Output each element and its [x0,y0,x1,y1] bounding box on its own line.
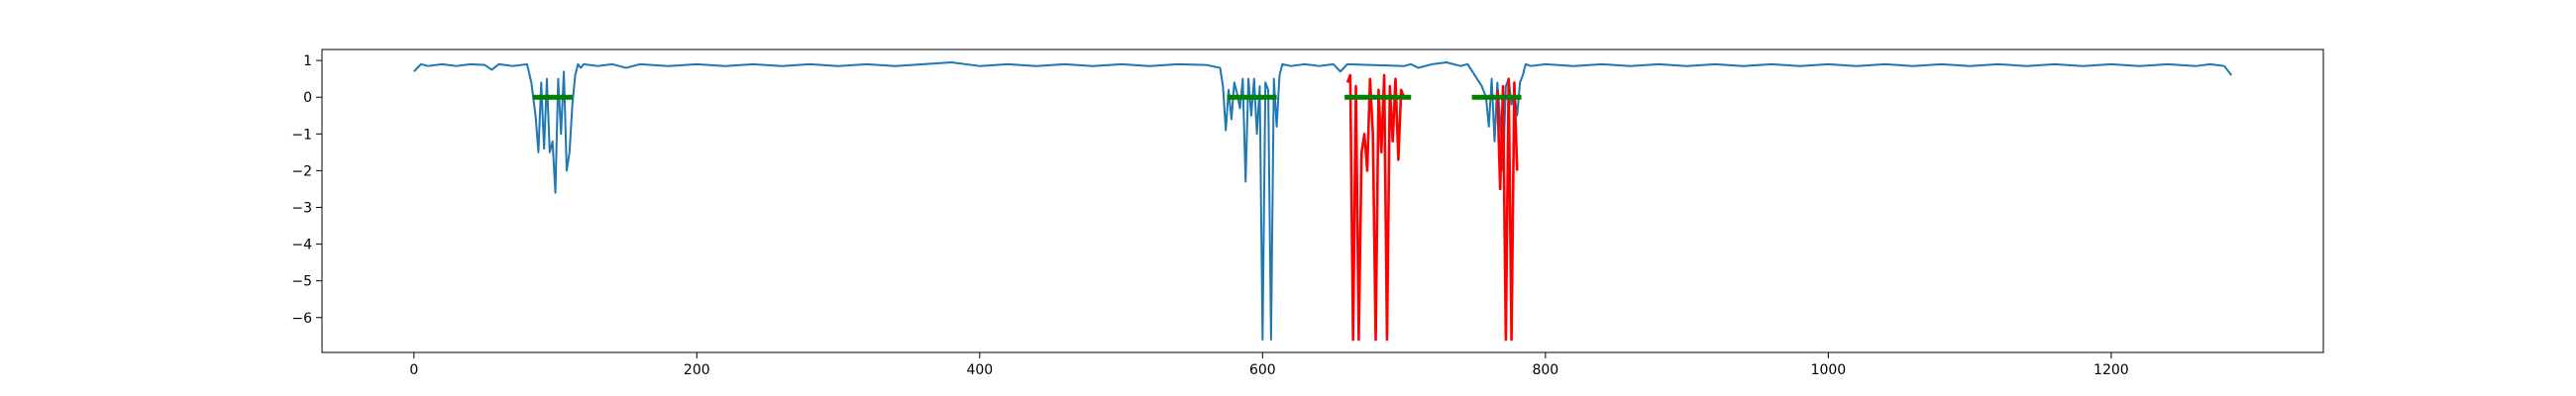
x-tick-label-0: 0 [409,362,418,378]
x-tick-label-5: 1000 [1811,362,1847,378]
x-tick-label-3: 600 [1249,362,1276,378]
y-tick-label-2: −1 [291,127,312,143]
y-tick-label-3: −2 [291,163,312,179]
y-tick-label-5: −4 [291,238,312,253]
plot-background [322,50,2323,352]
y-tick-label-7: −6 [291,311,312,327]
x-tick-label-4: 800 [1532,362,1558,378]
series-2-line [1496,77,1519,342]
y-tick-label-1: 0 [303,90,312,106]
y-tick-label-4: −3 [291,200,312,216]
plot-area [322,50,2323,352]
x-tick-label-6: 1200 [2093,362,2129,378]
axes-layer: 0 200 400 600 800 1000 1200 1 0 −1 −2 −3 −4 −5 −6 [291,49,2324,378]
axes-frame [321,49,2324,353]
series-layer [413,60,2233,342]
x-tick-label-1: 200 [684,362,710,378]
y-tick-label-6: −5 [291,274,312,290]
y-tick-label-0: 1 [303,53,312,69]
x-tick-label-2: 400 [966,362,993,378]
series-0-line [413,60,2233,342]
